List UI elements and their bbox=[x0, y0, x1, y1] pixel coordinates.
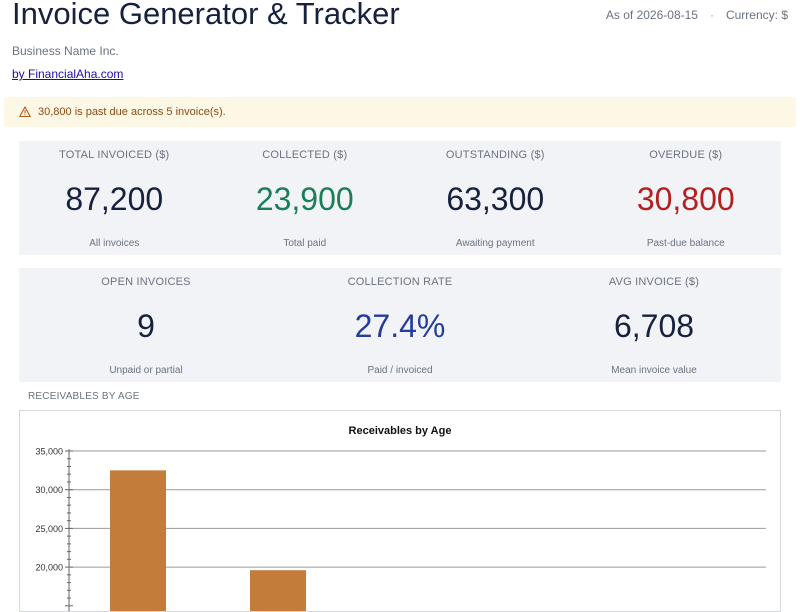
stat-collected: COLLECTED ($) 23,900 Total paid bbox=[210, 141, 401, 255]
stat-value: 6,708 bbox=[613, 308, 695, 344]
page-header: Invoice Generator & Tracker As of 2026-0… bbox=[12, 0, 792, 90]
stat-note: Awaiting payment bbox=[455, 238, 535, 249]
stat-avg-invoice: AVG INVOICE ($) 6,708 Mean invoice value bbox=[527, 268, 781, 382]
stat-label: COLLECTION RATE bbox=[347, 276, 453, 288]
stat-collection-rate: COLLECTION RATE 27.4% Paid / invoiced bbox=[273, 268, 527, 382]
secondary-stats-row: OPEN INVOICES 9 Unpaid or partial COLLEC… bbox=[19, 268, 781, 382]
section-heading: RECEIVABLES BY AGE bbox=[28, 391, 140, 402]
stat-value: 23,900 bbox=[255, 181, 354, 217]
stat-value: 63,300 bbox=[446, 181, 545, 217]
chart-bar bbox=[110, 470, 166, 611]
chart-title: Receivables by Age bbox=[349, 425, 452, 437]
stat-note: Mean invoice value bbox=[611, 365, 697, 376]
stat-value: 9 bbox=[137, 308, 155, 344]
business-name: Business Name Inc. bbox=[12, 44, 119, 58]
chart-gridlines bbox=[69, 450, 766, 568]
y-tick-label: 25,000 bbox=[35, 524, 63, 534]
stat-overdue: OVERDUE ($) 30,800 Past-due balance bbox=[591, 141, 782, 255]
y-tick-label: 20,000 bbox=[35, 563, 63, 573]
stat-outstanding: OUTSTANDING ($) 63,300 Awaiting payment bbox=[400, 141, 591, 255]
byline-link[interactable]: by FinancialAha.com bbox=[12, 67, 124, 81]
stat-label: OUTSTANDING ($) bbox=[445, 149, 545, 161]
stat-value: 87,200 bbox=[65, 181, 164, 217]
stat-value: 30,800 bbox=[636, 181, 735, 217]
currency-label: Currency: $ bbox=[725, 8, 788, 22]
stat-label: OVERDUE ($) bbox=[649, 149, 723, 161]
stat-note: All invoices bbox=[89, 238, 140, 249]
stat-label: AVG INVOICE ($) bbox=[608, 276, 700, 288]
stat-note: Total paid bbox=[283, 238, 327, 249]
receivables-chart: Receivables by Age 20,000 25,000 30,000 35,… bbox=[19, 410, 781, 612]
stat-label: OPEN INVOICES bbox=[101, 276, 191, 288]
overdue-alert-banner: 30,800 is past due across 5 invoice(s). bbox=[4, 97, 796, 127]
stat-label: COLLECTED ($) bbox=[262, 149, 348, 161]
stat-note: Past-due balance bbox=[646, 238, 725, 249]
stat-note: Paid / invoiced bbox=[367, 365, 433, 376]
stat-note: Unpaid or partial bbox=[109, 365, 183, 376]
y-tick-labels: 20,000 25,000 30,000 35,000 bbox=[35, 447, 63, 573]
alert-text: 30,800 is past due across 5 invoice(s). bbox=[38, 106, 226, 118]
y-tick-label: 35,000 bbox=[35, 447, 63, 457]
as-of-date: As of 2026-08-15 bbox=[605, 8, 698, 22]
stat-total-invoiced: TOTAL INVOICED ($) 87,200 All invoices bbox=[19, 141, 210, 255]
chart-bars bbox=[110, 470, 306, 611]
stat-value: 27.4% bbox=[354, 308, 446, 344]
y-tick-label: 30,000 bbox=[35, 485, 63, 495]
warning-icon bbox=[19, 106, 31, 118]
page-title: Invoice Generator & Tracker bbox=[12, 0, 400, 31]
summary-stats-row: TOTAL INVOICED ($) 87,200 All invoices C… bbox=[19, 141, 781, 255]
stat-open-invoices: OPEN INVOICES 9 Unpaid or partial bbox=[19, 268, 273, 382]
meta-separator: · bbox=[709, 8, 714, 22]
chart-bar bbox=[250, 570, 306, 611]
receivables-chart-svg: Receivables by Age 20,000 25,000 30,000 35,… bbox=[35, 425, 766, 611]
header-meta: As of 2026-08-15 · Currency: $ bbox=[606, 8, 788, 22]
stat-label: TOTAL INVOICED ($) bbox=[59, 149, 170, 161]
